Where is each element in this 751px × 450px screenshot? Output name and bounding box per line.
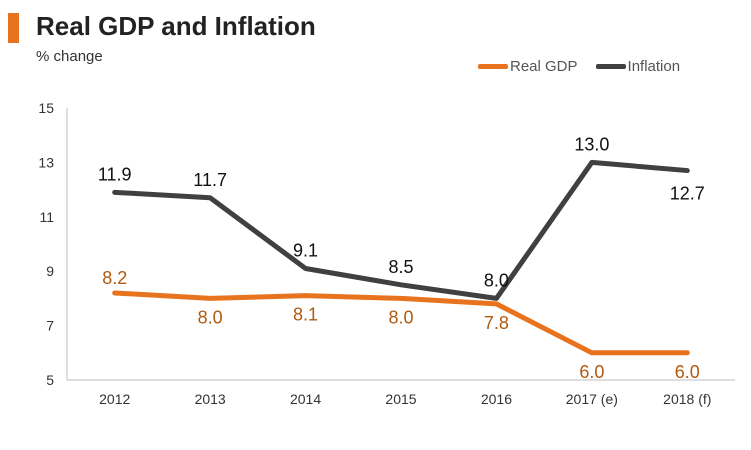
title-accent-bar: [8, 13, 19, 43]
data-label-inflation: 11.9: [98, 164, 132, 184]
x-tick-label: 2016: [481, 391, 512, 407]
chart-subtitle: % change: [36, 48, 103, 65]
series-line-real-gdp: [112, 290, 690, 356]
x-tick-label: 2014: [290, 391, 321, 407]
data-label-inflation: 12.7: [670, 184, 705, 204]
x-tick-label: 2017 (e): [566, 391, 618, 407]
data-label-real-gdp: 6.0: [675, 362, 700, 382]
chart-title: Real GDP and Inflation: [36, 11, 316, 41]
y-tick-label: 15: [38, 100, 54, 116]
x-tick-label: 2018 (f): [663, 391, 711, 407]
y-tick-label: 11: [39, 209, 54, 225]
data-label-real-gdp: 7.8: [484, 313, 509, 333]
data-label-real-gdp: 8.2: [102, 268, 127, 288]
legend-item-real-gdp: Real GDP: [478, 58, 578, 75]
y-tick-label: 7: [46, 318, 54, 334]
legend-item-inflation: Inflation: [595, 58, 681, 75]
y-tick-label: 5: [46, 372, 54, 388]
x-tick-label: 2012: [99, 391, 130, 407]
chart-legend: Real GDP Inflation: [478, 58, 698, 75]
y-tick-label: 9: [46, 263, 54, 279]
data-label-inflation: 11.7: [193, 170, 227, 190]
data-label-inflation: 8.5: [388, 257, 413, 277]
data-label-real-gdp: 8.0: [198, 307, 223, 327]
data-label-inflation: 8.0: [484, 270, 509, 290]
data-label-inflation: 9.1: [293, 240, 318, 260]
x-tick-label: 2013: [195, 391, 226, 407]
data-label-real-gdp: 6.0: [579, 362, 604, 382]
y-tick-label: 13: [38, 154, 54, 170]
legend-swatch-inflation: [595, 64, 626, 69]
series-line-inflation: [112, 159, 690, 301]
legend-label-real-gdp: Real GDP: [510, 58, 578, 75]
x-tick-label: 2015: [385, 391, 416, 407]
data-label-real-gdp: 8.1: [293, 305, 318, 325]
legend-swatch-real-gdp: [478, 64, 508, 69]
data-label-inflation: 13.0: [574, 134, 609, 154]
legend-label-inflation: Inflation: [627, 58, 681, 75]
data-label-real-gdp: 8.0: [388, 307, 413, 327]
